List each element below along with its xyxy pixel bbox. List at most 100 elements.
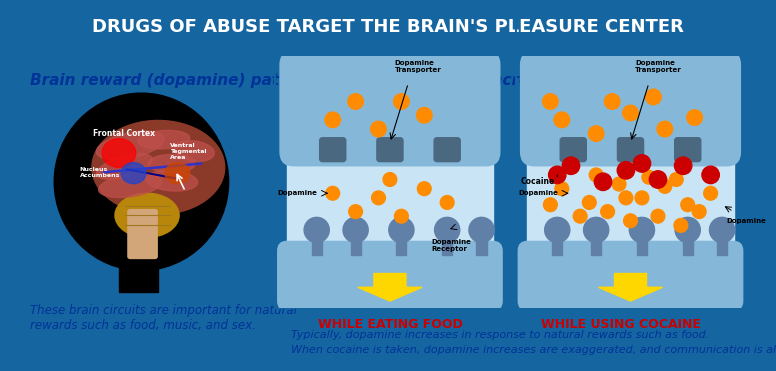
Ellipse shape xyxy=(99,174,162,197)
Circle shape xyxy=(612,177,626,191)
Circle shape xyxy=(165,162,190,184)
Circle shape xyxy=(348,94,363,109)
Circle shape xyxy=(389,217,414,243)
Circle shape xyxy=(702,166,719,184)
Circle shape xyxy=(372,191,386,205)
Text: Frontal Cortex: Frontal Cortex xyxy=(93,129,155,138)
Circle shape xyxy=(646,89,661,105)
FancyBboxPatch shape xyxy=(591,239,601,255)
Circle shape xyxy=(674,157,692,174)
Circle shape xyxy=(469,217,494,243)
FancyBboxPatch shape xyxy=(521,51,740,166)
Circle shape xyxy=(348,205,362,219)
Circle shape xyxy=(658,180,672,193)
Text: Dopamine: Dopamine xyxy=(518,190,558,196)
Circle shape xyxy=(589,168,603,182)
Circle shape xyxy=(343,217,368,243)
Circle shape xyxy=(393,94,409,109)
FancyBboxPatch shape xyxy=(528,157,733,250)
FancyBboxPatch shape xyxy=(351,239,361,255)
FancyBboxPatch shape xyxy=(278,242,502,310)
Circle shape xyxy=(394,209,408,223)
Text: Dopamine: Dopamine xyxy=(278,190,317,196)
FancyArrow shape xyxy=(598,273,663,301)
Circle shape xyxy=(583,196,596,209)
FancyBboxPatch shape xyxy=(434,138,460,162)
Text: Brain reward (dopamine) pathways: Brain reward (dopamine) pathways xyxy=(30,73,334,88)
FancyBboxPatch shape xyxy=(280,51,500,166)
FancyBboxPatch shape xyxy=(119,244,158,292)
Ellipse shape xyxy=(175,141,214,161)
Ellipse shape xyxy=(96,131,164,160)
Circle shape xyxy=(675,217,700,243)
FancyBboxPatch shape xyxy=(553,239,563,255)
Circle shape xyxy=(617,162,635,179)
FancyBboxPatch shape xyxy=(128,210,158,259)
Circle shape xyxy=(121,162,146,184)
Circle shape xyxy=(633,155,650,172)
Text: DRUGS OF ABUSE TARGET THE BRAIN'S PLEASURE CENTER: DRUGS OF ABUSE TARGET THE BRAIN'S PLEASU… xyxy=(92,17,684,36)
Ellipse shape xyxy=(138,130,189,149)
Circle shape xyxy=(543,198,557,211)
Circle shape xyxy=(440,196,454,209)
Circle shape xyxy=(635,191,649,205)
FancyBboxPatch shape xyxy=(683,239,693,255)
Text: Dopamine
Transporter: Dopamine Transporter xyxy=(394,60,442,73)
Text: These brain circuits are important for natural
rewards such as food, music, and : These brain circuits are important for n… xyxy=(30,304,297,332)
Circle shape xyxy=(657,121,673,137)
Circle shape xyxy=(642,170,656,184)
FancyBboxPatch shape xyxy=(397,239,407,255)
Circle shape xyxy=(605,94,620,109)
Circle shape xyxy=(545,217,570,243)
Circle shape xyxy=(542,94,558,109)
Ellipse shape xyxy=(148,154,196,173)
FancyBboxPatch shape xyxy=(312,239,322,255)
FancyBboxPatch shape xyxy=(618,138,643,162)
Circle shape xyxy=(417,108,432,123)
Ellipse shape xyxy=(54,93,229,270)
FancyArrow shape xyxy=(358,273,422,301)
Circle shape xyxy=(563,157,580,174)
FancyBboxPatch shape xyxy=(518,242,743,310)
Text: Drugs of abuse increase dopamine: Drugs of abuse increase dopamine xyxy=(351,73,649,88)
Circle shape xyxy=(588,126,604,141)
FancyBboxPatch shape xyxy=(377,138,403,162)
Ellipse shape xyxy=(115,193,179,237)
Text: WHILE EATING FOOD: WHILE EATING FOOD xyxy=(318,318,462,331)
Ellipse shape xyxy=(97,154,152,179)
Circle shape xyxy=(674,219,688,232)
FancyBboxPatch shape xyxy=(717,239,727,255)
Circle shape xyxy=(692,205,706,219)
Ellipse shape xyxy=(146,171,198,191)
Circle shape xyxy=(629,217,654,243)
Circle shape xyxy=(594,173,611,190)
Text: Typically, dopamine increases in response to natural rewards such as food.: Typically, dopamine increases in respons… xyxy=(291,330,709,340)
FancyBboxPatch shape xyxy=(476,239,487,255)
Circle shape xyxy=(417,182,431,196)
Circle shape xyxy=(624,214,637,228)
FancyBboxPatch shape xyxy=(674,138,701,162)
Circle shape xyxy=(435,217,459,243)
Circle shape xyxy=(651,209,665,223)
Ellipse shape xyxy=(92,121,225,214)
Text: Dopamine
Receptor: Dopamine Receptor xyxy=(431,239,471,252)
Circle shape xyxy=(709,217,735,243)
Circle shape xyxy=(670,173,683,186)
Circle shape xyxy=(601,205,615,219)
Circle shape xyxy=(326,186,340,200)
Circle shape xyxy=(371,121,386,137)
FancyBboxPatch shape xyxy=(637,239,647,255)
Circle shape xyxy=(584,217,608,243)
Circle shape xyxy=(554,112,570,128)
FancyBboxPatch shape xyxy=(560,138,587,162)
Circle shape xyxy=(304,217,329,243)
Text: Ventral
Tegmental
Area: Ventral Tegmental Area xyxy=(169,143,206,160)
Circle shape xyxy=(619,191,632,205)
Circle shape xyxy=(573,209,587,223)
FancyBboxPatch shape xyxy=(320,138,346,162)
Text: Dopamine
Transporter: Dopamine Transporter xyxy=(635,60,682,73)
Text: Nucleus
Accumbens: Nucleus Accumbens xyxy=(79,167,120,178)
FancyBboxPatch shape xyxy=(442,239,452,255)
Circle shape xyxy=(383,173,397,186)
Circle shape xyxy=(555,182,569,196)
